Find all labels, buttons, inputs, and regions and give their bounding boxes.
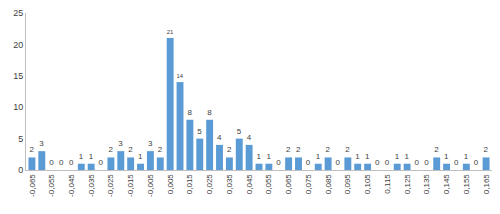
svg-text:1: 1 bbox=[316, 152, 321, 161]
svg-text:21: 21 bbox=[167, 29, 174, 35]
svg-text:2: 2 bbox=[296, 145, 301, 154]
svg-text:0: 0 bbox=[49, 158, 54, 167]
svg-text:0,105: 0,105 bbox=[363, 174, 372, 195]
svg-text:0,095: 0,095 bbox=[343, 174, 352, 195]
svg-text:-0,015: -0,015 bbox=[126, 174, 135, 197]
svg-text:0,045: 0,045 bbox=[245, 174, 254, 195]
svg-text:0,015: 0,015 bbox=[185, 174, 194, 195]
svg-text:0,065: 0,065 bbox=[284, 174, 293, 195]
svg-text:15: 15 bbox=[13, 71, 23, 81]
svg-text:0: 0 bbox=[414, 158, 419, 167]
svg-text:2: 2 bbox=[434, 145, 439, 154]
svg-text:-0,055: -0,055 bbox=[47, 174, 56, 197]
svg-text:2: 2 bbox=[326, 145, 331, 154]
svg-text:2: 2 bbox=[227, 145, 232, 154]
svg-text:0,125: 0,125 bbox=[403, 174, 412, 195]
svg-text:0,075: 0,075 bbox=[304, 174, 313, 195]
svg-text:0: 0 bbox=[69, 158, 74, 167]
svg-text:0,025: 0,025 bbox=[205, 174, 214, 195]
svg-text:1: 1 bbox=[395, 152, 400, 161]
svg-text:4: 4 bbox=[217, 133, 222, 142]
svg-text:25: 25 bbox=[13, 8, 23, 18]
svg-text:2: 2 bbox=[128, 145, 133, 154]
svg-text:0: 0 bbox=[385, 158, 390, 167]
svg-text:5: 5 bbox=[18, 134, 23, 144]
svg-text:0,035: 0,035 bbox=[225, 174, 234, 195]
svg-text:1: 1 bbox=[266, 152, 271, 161]
svg-text:-0,035: -0,035 bbox=[87, 174, 96, 197]
svg-text:5: 5 bbox=[237, 127, 242, 136]
svg-text:1: 1 bbox=[405, 152, 410, 161]
svg-text:10: 10 bbox=[13, 102, 23, 112]
svg-text:1: 1 bbox=[257, 152, 262, 161]
svg-text:-0,025: -0,025 bbox=[107, 174, 116, 197]
svg-text:2: 2 bbox=[158, 145, 163, 154]
svg-text:1: 1 bbox=[444, 152, 449, 161]
svg-text:3: 3 bbox=[39, 139, 44, 148]
svg-text:2: 2 bbox=[29, 145, 34, 154]
svg-text:-0,065: -0,065 bbox=[28, 174, 37, 197]
svg-text:0,135: 0,135 bbox=[422, 174, 431, 195]
svg-text:5: 5 bbox=[197, 127, 202, 136]
svg-text:0,115: 0,115 bbox=[383, 174, 392, 194]
svg-text:0: 0 bbox=[335, 158, 340, 167]
svg-text:0,005: 0,005 bbox=[166, 174, 175, 195]
svg-text:2: 2 bbox=[345, 145, 350, 154]
svg-text:0: 0 bbox=[59, 158, 64, 167]
svg-text:0: 0 bbox=[99, 158, 104, 167]
svg-text:-0,045: -0,045 bbox=[67, 174, 76, 197]
svg-text:1: 1 bbox=[79, 152, 84, 161]
svg-text:0,055: 0,055 bbox=[264, 174, 273, 195]
svg-text:3: 3 bbox=[118, 139, 123, 148]
svg-text:3: 3 bbox=[148, 139, 153, 148]
svg-text:8: 8 bbox=[187, 108, 192, 117]
svg-text:1: 1 bbox=[89, 152, 94, 161]
svg-text:0,165: 0,165 bbox=[482, 174, 491, 195]
svg-text:0,155: 0,155 bbox=[462, 174, 471, 195]
svg-text:0: 0 bbox=[424, 158, 429, 167]
svg-text:0: 0 bbox=[306, 158, 311, 167]
svg-text:1: 1 bbox=[355, 152, 360, 161]
svg-text:0: 0 bbox=[18, 165, 23, 175]
svg-text:0: 0 bbox=[276, 158, 281, 167]
svg-text:2: 2 bbox=[484, 145, 489, 154]
svg-text:0: 0 bbox=[375, 158, 380, 167]
svg-text:0,085: 0,085 bbox=[324, 174, 333, 195]
svg-text:8: 8 bbox=[207, 108, 212, 117]
svg-text:4: 4 bbox=[247, 133, 252, 142]
svg-text:1: 1 bbox=[138, 152, 143, 161]
svg-text:2: 2 bbox=[286, 145, 291, 154]
svg-text:0,145: 0,145 bbox=[442, 174, 451, 195]
svg-text:20: 20 bbox=[13, 40, 23, 50]
svg-text:14: 14 bbox=[177, 73, 184, 79]
svg-text:0: 0 bbox=[474, 158, 479, 167]
svg-text:1: 1 bbox=[464, 152, 469, 161]
svg-text:-0,005: -0,005 bbox=[146, 174, 155, 197]
svg-text:0: 0 bbox=[454, 158, 459, 167]
svg-text:2: 2 bbox=[108, 145, 113, 154]
svg-text:1: 1 bbox=[365, 152, 370, 161]
